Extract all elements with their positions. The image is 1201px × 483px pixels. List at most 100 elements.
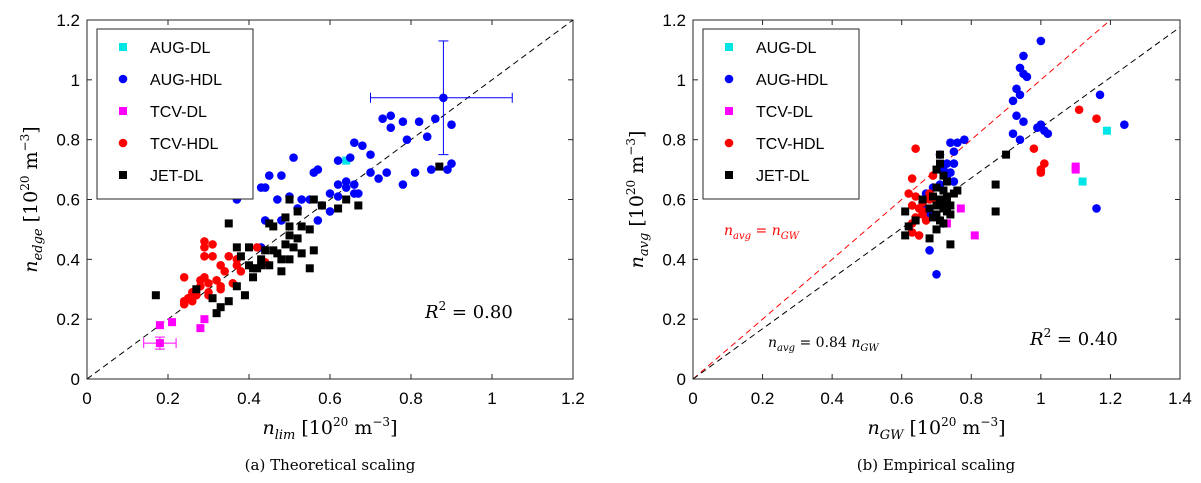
data-point (289, 243, 298, 252)
data-point (265, 219, 274, 228)
data-point (305, 264, 314, 273)
data-point (196, 324, 205, 333)
data-point (334, 204, 343, 213)
data-point (224, 252, 234, 261)
line-label-rhs: n (851, 335, 860, 351)
data-point (236, 252, 245, 261)
legend: AUG-DL AUG-HDL TCV-DL TCV-HDL JET-DL (702, 28, 860, 200)
axis-sub: edge (31, 228, 46, 260)
data-point (179, 299, 189, 309)
data-point (309, 168, 319, 177)
y-axis-label: nedge [1020 m−3] (18, 126, 46, 272)
data-point (946, 210, 955, 219)
figure-caption-a: (a) Theoretical scaling (245, 456, 416, 474)
data-point (1019, 51, 1028, 61)
axis-exp: 20 (941, 415, 956, 429)
data-point (204, 278, 213, 288)
data-point (925, 204, 934, 213)
data-point (297, 222, 306, 231)
data-point (942, 192, 951, 201)
legend-entry-jet-dl: JET-DL (150, 168, 203, 185)
data-point (341, 183, 351, 192)
x-axis-label: nlim [1020 m−3] (262, 415, 397, 443)
y-tick-label: 0.6 (662, 191, 686, 210)
data-point (200, 243, 209, 252)
x-tick-label: 0 (82, 389, 91, 408)
data-point (382, 168, 392, 177)
data-point (914, 231, 924, 240)
y-tick-label: 1.2 (56, 11, 80, 30)
data-point (911, 144, 920, 153)
axis-sub: lim (275, 428, 296, 443)
legend-entry-tcv-hdl: TCV-HDL (150, 136, 219, 153)
data-point (1036, 168, 1046, 177)
axis-units: [10 (626, 195, 648, 233)
data-point (911, 216, 920, 225)
data-point (249, 273, 258, 282)
data-point (1095, 90, 1105, 100)
data-point (398, 180, 408, 189)
data-point (1120, 120, 1129, 130)
line-label-rhs: n (772, 223, 781, 239)
axis-var: n (867, 417, 879, 439)
ann-r: R (1029, 329, 1044, 350)
y-tick-label: 0.2 (56, 310, 80, 329)
legend-entry-tcv-dl: TCV-DL (150, 104, 207, 121)
data-point (155, 339, 164, 348)
data-point (240, 291, 249, 300)
data-point (929, 213, 938, 222)
axis-units2: m (348, 417, 372, 439)
axis-var: n (262, 417, 274, 439)
x-tick-label: 1.2 (561, 389, 585, 408)
axis-exp: 20 (624, 180, 638, 195)
data-point (949, 177, 959, 186)
data-point (1102, 126, 1111, 135)
data-point (918, 195, 927, 204)
data-point (285, 195, 294, 204)
data-point (386, 123, 396, 132)
ann-sup: 2 (1044, 326, 1052, 340)
data-point (309, 246, 318, 255)
legend-marker (724, 138, 734, 148)
y-tick-label: 0 (677, 370, 686, 389)
data-point (398, 117, 408, 127)
data-point (1008, 96, 1018, 106)
legend-entry-aug-hdl: AUG-HDL (150, 72, 222, 89)
data-point (269, 222, 278, 231)
data-point (285, 231, 294, 240)
y-tick-label: 0.8 (662, 131, 686, 150)
ann-rest: = 0.80 (446, 302, 513, 323)
data-point (946, 201, 955, 210)
data-point (1019, 117, 1028, 127)
data-point (1036, 36, 1046, 46)
data-point (342, 195, 351, 204)
axis-close: ] (390, 417, 397, 439)
data-point (333, 156, 343, 165)
legend-marker (119, 107, 127, 115)
legend-marker (725, 171, 733, 179)
data-point (907, 201, 917, 210)
data-point (932, 201, 941, 210)
y-tick-label: 0.4 (662, 250, 686, 269)
r-squared-annotation: R2 = 0.80 (424, 299, 513, 323)
data-point (350, 138, 359, 147)
data-point (904, 222, 913, 231)
data-point (970, 231, 979, 240)
data-point (431, 114, 440, 124)
axis-close: ] (998, 417, 1005, 439)
y-tick-label: 1 (71, 71, 80, 90)
data-point (256, 183, 266, 192)
axis-exp2: −3 (624, 138, 638, 156)
data-point (956, 204, 965, 213)
ann-sup: 2 (439, 299, 447, 313)
data-point (208, 252, 217, 261)
data-point (293, 234, 302, 243)
legend-entry-aug-dl: AUG-DL (756, 40, 817, 57)
axis-units: [10 (295, 417, 333, 439)
data-point (313, 216, 323, 225)
data-point (358, 141, 367, 150)
y-tick-label: 1.2 (662, 11, 686, 30)
y-tick-label: 0.6 (56, 191, 80, 210)
data-point (925, 234, 934, 243)
data-point (317, 201, 326, 210)
